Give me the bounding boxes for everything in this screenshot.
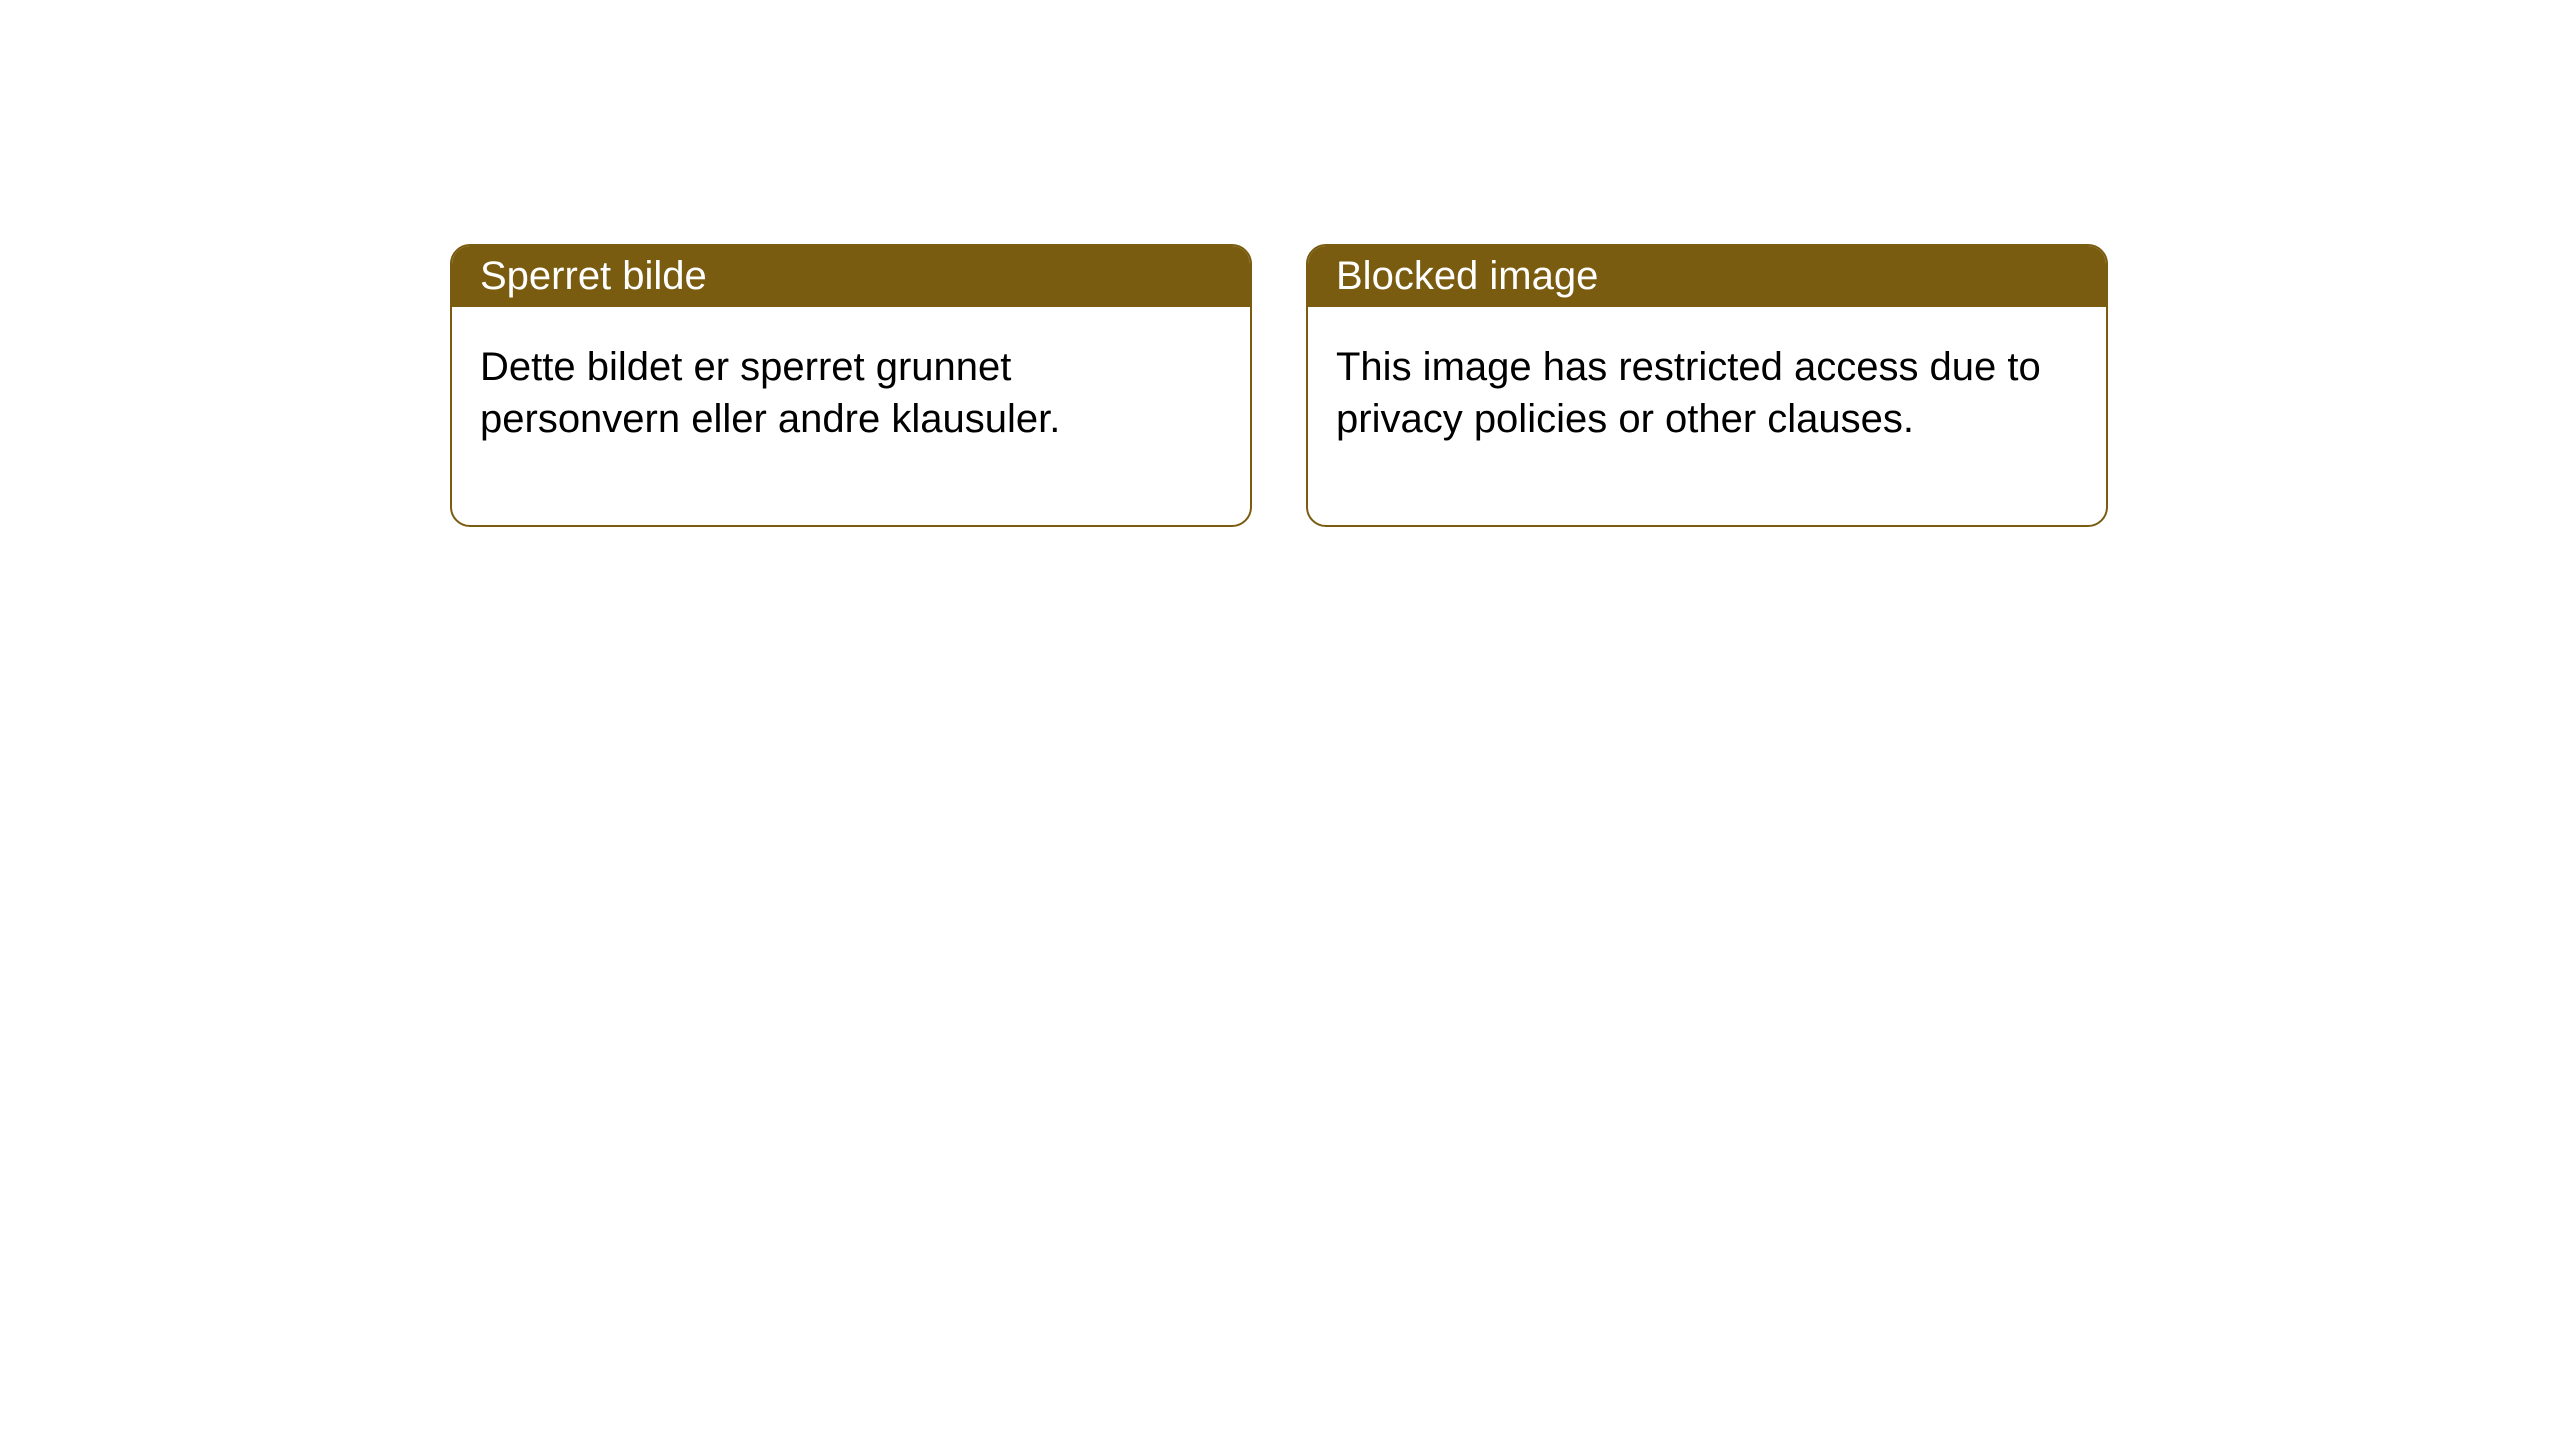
notice-card-english: Blocked image This image has restricted … (1306, 244, 2108, 527)
notice-header: Blocked image (1308, 246, 2106, 307)
notice-text: Dette bildet er sperret grunnet personve… (480, 345, 1060, 441)
notice-text: This image has restricted access due to … (1336, 345, 2041, 441)
notice-body: This image has restricted access due to … (1308, 307, 2106, 525)
notice-body: Dette bildet er sperret grunnet personve… (452, 307, 1250, 525)
notice-card-norwegian: Sperret bilde Dette bildet er sperret gr… (450, 244, 1252, 527)
notice-header: Sperret bilde (452, 246, 1250, 307)
notice-title: Sperret bilde (480, 254, 707, 298)
notice-title: Blocked image (1336, 254, 1598, 298)
notice-container: Sperret bilde Dette bildet er sperret gr… (450, 244, 2108, 527)
